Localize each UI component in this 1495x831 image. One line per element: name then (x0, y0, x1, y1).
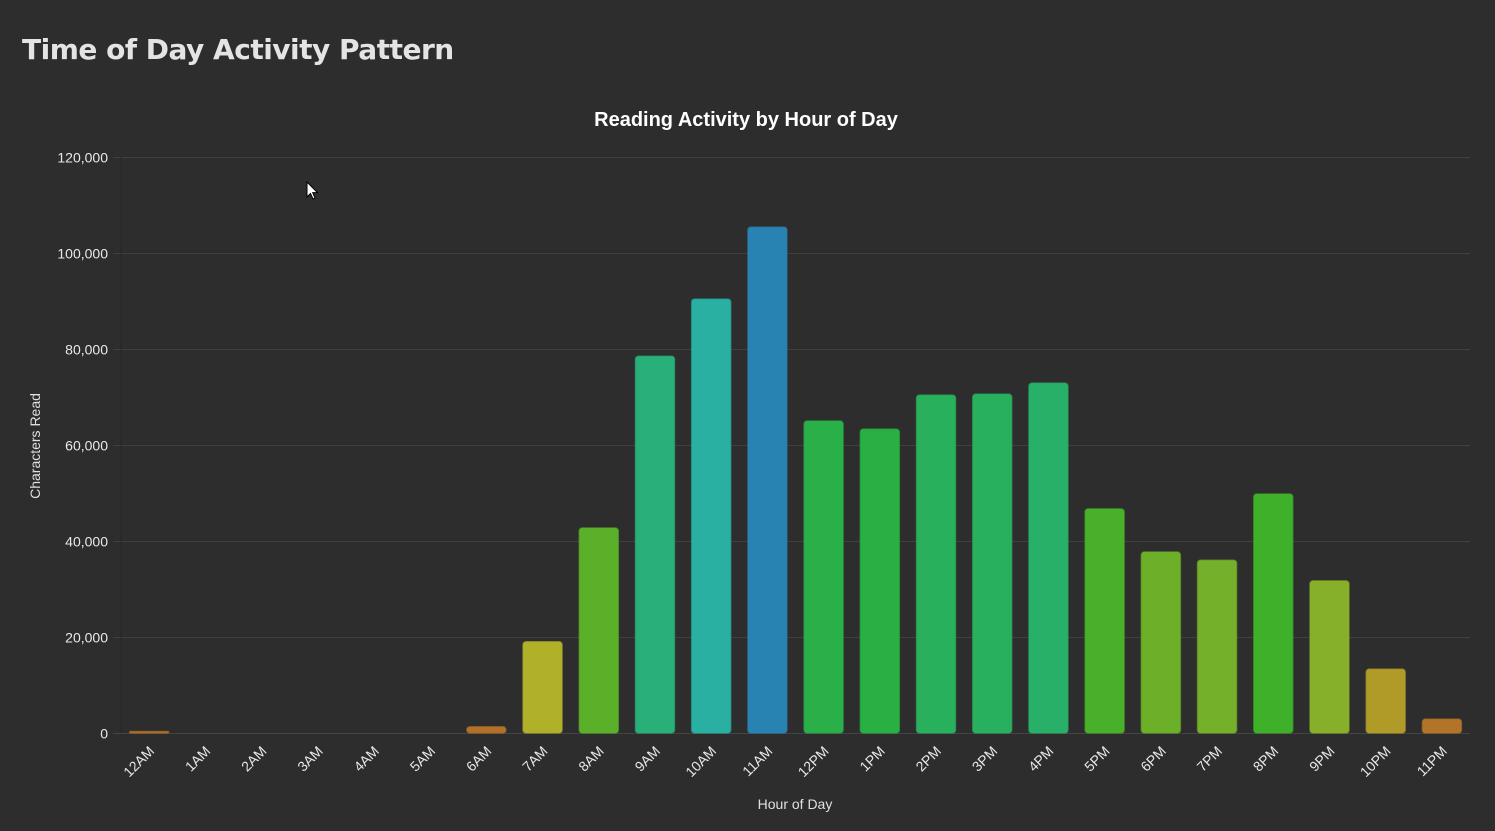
x-tick-label: 12PM (795, 743, 832, 780)
x-tick-label: 7AM (519, 743, 551, 775)
bar-3PM (971, 393, 1013, 734)
x-tick-label: 2AM (238, 743, 270, 775)
x-tick-label: 10AM (682, 743, 719, 780)
x-tick-label: 3PM (969, 743, 1001, 775)
x-tick-label: 9PM (1306, 743, 1338, 775)
x-tick-label: 8AM (575, 743, 607, 775)
x-tick-label: 2PM (912, 743, 944, 775)
bar-2PM (915, 394, 957, 734)
bar-7AM (522, 641, 563, 734)
bar-10AM (690, 298, 732, 734)
bar-1PM (859, 428, 901, 734)
bar-11AM (747, 226, 788, 734)
x-tick-label: 5PM (1081, 743, 1113, 775)
x-tick-label: 12AM (120, 743, 157, 780)
bar-7PM (1196, 559, 1238, 734)
y-tick-label: 60,000 (65, 438, 108, 454)
x-tick-label: 8PM (1250, 743, 1282, 775)
bar-8AM (578, 527, 620, 734)
bar-9PM (1309, 580, 1350, 734)
chart-title: Reading Activity by Hour of Day (594, 109, 899, 131)
x-tick-label: 11AM (739, 743, 775, 779)
bar-9AM (634, 355, 676, 734)
y-tick-label: 80,000 (65, 342, 108, 358)
page-title: Time of Day Activity Pattern (22, 33, 454, 66)
bar-4PM (1028, 382, 1069, 734)
bar-12PM (803, 420, 844, 734)
x-tick-label: 1PM (856, 743, 888, 775)
bar-5PM (1084, 508, 1125, 734)
x-tick-label: 10PM (1357, 743, 1394, 780)
y-tick-label: 100,000 (57, 246, 108, 262)
y-tick-label: 120,000 (57, 150, 108, 166)
bar-10PM (1365, 668, 1406, 734)
x-tick-label: 5AM (407, 743, 439, 775)
bar-6PM (1140, 551, 1182, 734)
y-tick-label: 40,000 (65, 534, 108, 550)
bar-11PM (1421, 718, 1463, 734)
y-axis-label: Characters Read (27, 393, 43, 499)
bar-6AM (466, 726, 507, 734)
x-tick-label: 4PM (1025, 743, 1057, 775)
x-tick-label: 9AM (631, 743, 663, 775)
x-tick-label: 11PM (1414, 743, 1450, 779)
bar-12AM (128, 730, 170, 734)
x-axis-label: Hour of Day (758, 796, 833, 812)
bar-8PM (1253, 493, 1294, 734)
x-tick-label: 3AM (294, 743, 326, 775)
mouse-cursor-icon (306, 181, 319, 200)
x-tick-label: 6PM (1137, 743, 1169, 775)
x-axis-ticks: 12AM 1AM 2AM 3AM 4AM 5AM 6AM 7AM 8AM 9AM 10AM 11AM 1… (120, 743, 1450, 780)
y-tick-label: 0 (100, 726, 108, 742)
bars (128, 226, 1463, 734)
gridlines (113, 157, 1470, 734)
x-tick-label: 7PM (1194, 743, 1226, 775)
y-tick-label: 20,000 (65, 630, 108, 646)
x-tick-label: 4AM (350, 743, 382, 775)
y-axis-ticks: 0 20,000 40,000 60,000 80,000 100,000 120,000 (57, 150, 108, 742)
x-tick-label: 1AM (182, 743, 214, 775)
x-tick-label: 6AM (463, 743, 495, 775)
